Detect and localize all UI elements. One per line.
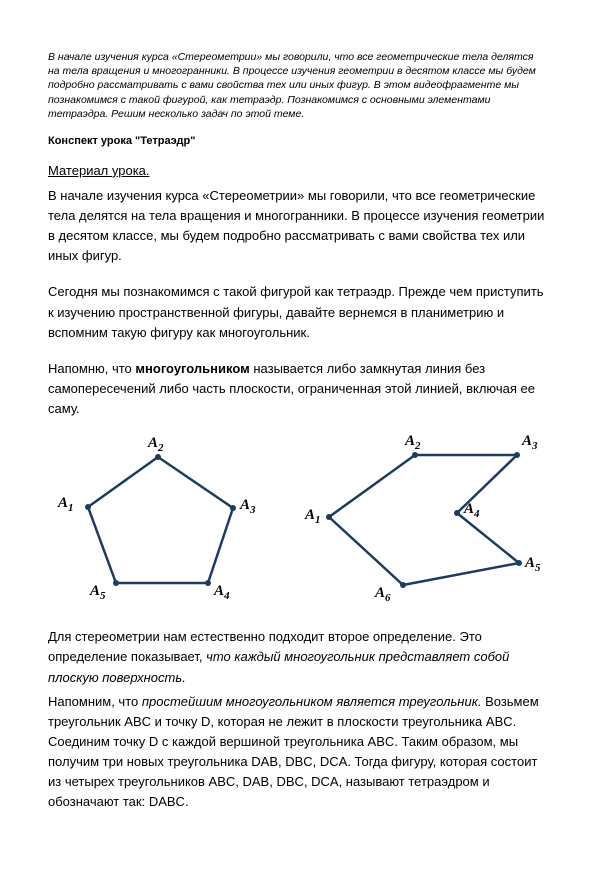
vertex-label-A4: A4 [214,583,230,602]
pentagon-figure: A1 A2 A3 A4 A5 [48,435,268,605]
vertex-label-A3: A3 [522,433,538,452]
paragraph-1: В начале изучения курса «Стереометрии» м… [48,186,547,267]
vertex-label-A2: A2 [405,433,421,452]
vertex-label-A1: A1 [58,495,74,514]
intro-text: В начале изучения курса «Стереометрии» м… [48,50,547,121]
para3-bold: многоугольником [135,361,249,376]
para5-part-c: Возьмем треугольник ABC и точку D, котор… [48,694,539,810]
section-header: Материал урока. [48,163,547,178]
paragraph-5: Напомним, что простейшим многоугольником… [48,692,547,813]
hexagon-figure: A1 A2 A3 A4 A5 A6 [307,435,547,605]
vertex-label-A4: A4 [464,501,480,520]
para5-part-a: Напомним, что [48,694,142,709]
vertex-label-A2: A2 [148,435,164,454]
para3-part-a: Напомню, что [48,361,135,376]
vertex-label-A5: A5 [90,583,106,602]
paragraph-4: Для стереометрии нам естественно подходи… [48,627,547,687]
para5-italic: простейшим многоугольником является треу… [142,694,482,709]
lesson-title: Конспект урока "Тетраэдр" [48,135,547,147]
figures-row: A1 A2 A3 A4 A5 A1 A2 A3 A4 A5 A6 [48,435,547,605]
vertex-label-A5: A5 [525,555,541,574]
polygon-svg [307,435,547,605]
vertex-label-A1: A1 [305,507,321,526]
vertex-label-A6: A6 [375,585,391,604]
paragraph-2: Сегодня мы познакомимся с такой фигурой … [48,282,547,342]
polygon-svg [48,435,268,605]
paragraph-3: Напомню, что многоугольником называется … [48,359,547,419]
vertex-label-A3: A3 [240,497,256,516]
